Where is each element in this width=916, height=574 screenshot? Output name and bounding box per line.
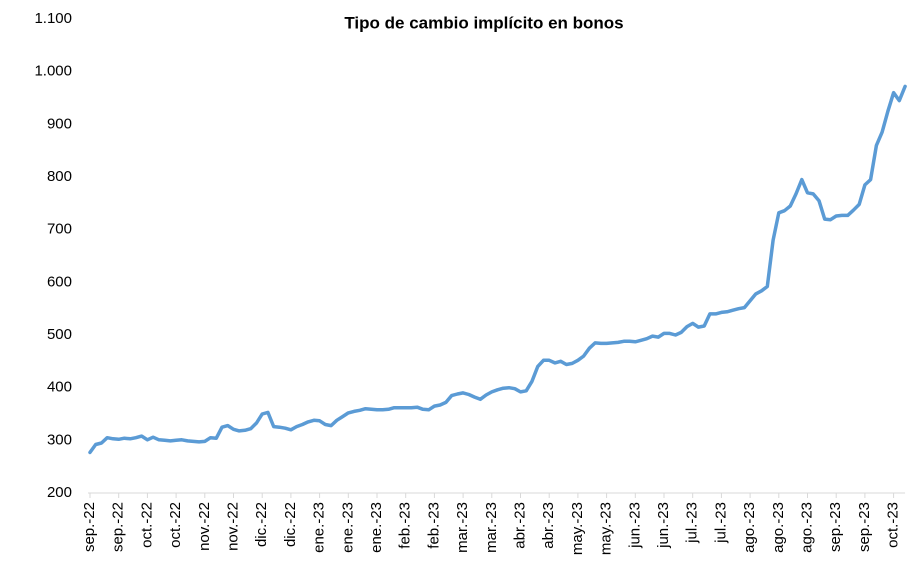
x-tick-label: ene.-23 (311, 502, 328, 553)
x-tick-label: sep.-23 (827, 502, 844, 552)
x-tick-label: sep.-22 (81, 502, 98, 552)
x-tick-label: feb.-23 (425, 502, 442, 549)
y-tick-label: 300 (47, 431, 72, 448)
y-tick-label: 400 (47, 379, 72, 396)
x-tick-label: mar.-23 (483, 502, 500, 553)
x-tick-label: ene.-23 (339, 502, 356, 553)
y-tick-label: 1.100 (34, 10, 72, 27)
x-tick-label: oct.-23 (885, 502, 902, 548)
y-tick-label: 600 (47, 273, 72, 290)
chart-title: Tipo de cambio implícito en bonos (344, 13, 623, 32)
x-tick-label: dic.-22 (282, 502, 299, 547)
y-tick-label: 700 (47, 221, 72, 238)
x-tick-label: jun.-23 (626, 502, 643, 549)
x-tick-label: feb.-23 (397, 502, 414, 549)
x-tick-label: ago.-23 (741, 502, 758, 553)
line-series (88, 84, 907, 455)
x-tick-label: may.-23 (569, 502, 586, 555)
x-tick-label: oct.-22 (138, 502, 155, 548)
y-tick-label: 900 (47, 115, 72, 132)
y-tick-label: 200 (47, 484, 72, 501)
y-tick-label: 500 (47, 326, 72, 343)
x-tick-label: may.-23 (598, 502, 615, 555)
x-tick-label: jul.-23 (684, 502, 701, 544)
x-tick-label: abr.-23 (540, 502, 557, 549)
x-tick-label: ene.-23 (368, 502, 385, 553)
x-tick-label: abr.-23 (511, 502, 528, 549)
x-tick-label: mar.-23 (454, 502, 471, 553)
x-tick-label: jul.-23 (712, 502, 729, 544)
x-tick-label: ago.-23 (770, 502, 787, 553)
x-tick-label: ago.-23 (798, 502, 815, 553)
x-tick-label: jun.-23 (655, 502, 672, 549)
y-tick-label: 800 (47, 168, 72, 185)
x-tick-label: nov.-22 (196, 502, 213, 551)
x-tick-label: sep.-22 (110, 502, 127, 552)
x-tick-label: sep.-23 (856, 502, 873, 552)
x-tick-label: nov.-22 (224, 502, 241, 551)
x-tick-label: dic.-22 (253, 502, 270, 547)
x-tick-label: oct.-22 (167, 502, 184, 548)
y-tick-label: 1.000 (34, 63, 72, 80)
